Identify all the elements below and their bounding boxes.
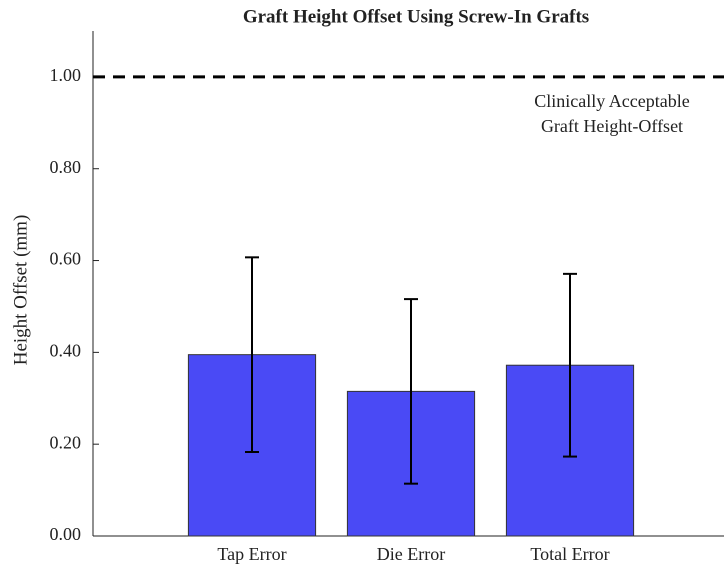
- y-tick-label: 0.20: [50, 432, 82, 452]
- y-tick-label: 0.40: [50, 340, 82, 360]
- reference-label: Graft Height-Offset: [541, 116, 683, 136]
- y-tick-label: 1.00: [50, 65, 82, 85]
- x-tick-label: Die Error: [377, 544, 445, 564]
- chart-title: Graft Height Offset Using Screw-In Graft…: [243, 6, 589, 27]
- x-tick-label: Tap Error: [217, 544, 286, 564]
- y-tick-label: 0.80: [50, 157, 82, 177]
- x-tick-label: Total Error: [530, 544, 609, 564]
- y-axis-label: Height Offset (mm): [10, 215, 31, 366]
- reference-label: Clinically Acceptable: [534, 91, 689, 111]
- y-tick-label: 0.00: [50, 524, 82, 544]
- y-tick-label: 0.60: [50, 249, 82, 269]
